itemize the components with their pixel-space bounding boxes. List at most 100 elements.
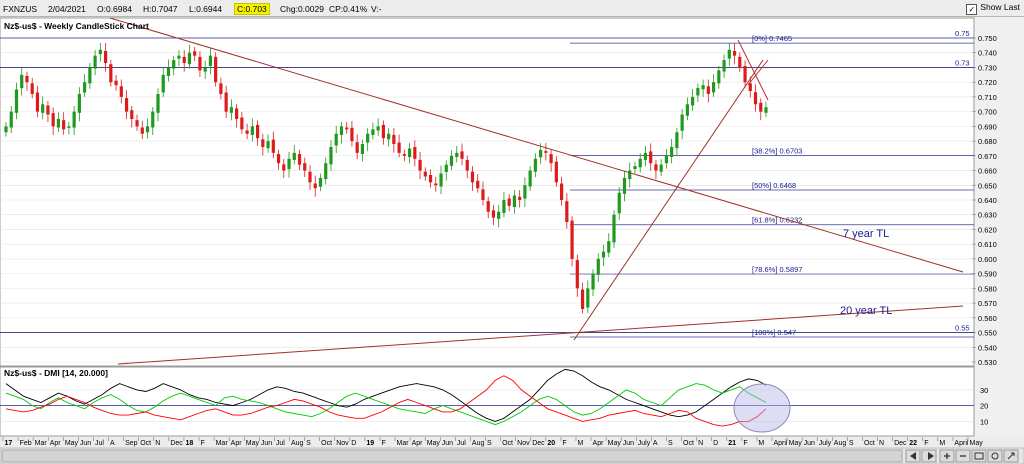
candle-body — [313, 183, 317, 189]
candle-body — [376, 126, 380, 131]
dmi-series-line-0 — [5, 368, 767, 422]
candle-body — [208, 55, 213, 66]
candle-body — [743, 65, 747, 83]
candle-body — [659, 164, 663, 172]
x-tick-label: Jul — [276, 440, 285, 447]
candle-body — [486, 201, 490, 212]
candle-body — [56, 119, 61, 128]
x-tick-label: Dec — [532, 440, 545, 447]
candle-body — [418, 159, 422, 171]
candle-body — [633, 166, 637, 170]
expand-icon[interactable] — [1003, 449, 1019, 463]
candle-body — [371, 129, 375, 135]
trendline-20-year — [117, 305, 964, 365]
candle-body — [119, 86, 123, 97]
dmi-panel — [0, 366, 975, 437]
x-tick-label: Jul — [457, 440, 466, 447]
x-tick-label: N — [698, 440, 703, 447]
fib-label: [61.8%] 0.6232 — [752, 216, 802, 225]
trendline-7-year — [109, 17, 964, 273]
candle-body — [559, 183, 564, 200]
x-tick-label: Nov — [336, 440, 349, 447]
candle-body — [523, 185, 527, 199]
candle-body — [407, 148, 412, 157]
candle-body — [292, 152, 296, 160]
candle-body — [156, 93, 160, 113]
x-tick-label: 18 — [185, 440, 193, 447]
trendlines — [109, 17, 964, 365]
zoom-in-icon[interactable] — [939, 449, 955, 463]
candle-body — [497, 211, 501, 219]
x-tick-label: Aug — [472, 440, 485, 447]
level-label: 0.55 — [955, 324, 970, 333]
candle-body — [465, 159, 469, 171]
x-tick-label: N — [155, 440, 160, 447]
zoom-out-icon[interactable] — [955, 449, 971, 463]
candle-body — [114, 80, 118, 86]
scrollbar-thumb[interactable] — [1, 449, 903, 463]
y-tick-label: 0.610 — [978, 240, 997, 249]
candle-body — [481, 189, 485, 200]
horizontal-levels: 0.75 0.73 0.55 — [0, 29, 974, 333]
candle-body — [533, 158, 537, 172]
show-last-toggle[interactable]: ✓ Show Last — [966, 2, 1020, 15]
checkbox-check-icon[interactable]: ✓ — [966, 4, 978, 15]
x-tick-label: Mar — [397, 440, 410, 447]
settings-icon[interactable] — [987, 449, 1003, 463]
wedge-upper — [737, 39, 769, 101]
x-tick-label: Mar — [216, 440, 229, 447]
x-tick-label: Jun — [80, 440, 91, 447]
dmi-y-tick-label: 20 — [980, 402, 988, 411]
fib-label: [0%] 0.7465 — [752, 34, 792, 43]
x-tick-label: F — [562, 440, 566, 447]
x-tick-label: A — [110, 440, 115, 447]
x-tick-label: Apr — [593, 440, 605, 447]
candle-body — [381, 124, 385, 139]
candle-body — [240, 117, 244, 130]
candle-body — [638, 158, 642, 168]
candle-body — [198, 56, 202, 71]
candle-body — [580, 289, 585, 309]
y-tick-label: 0.660 — [978, 167, 997, 176]
candle-body — [297, 154, 302, 165]
candle-body — [124, 98, 129, 112]
y-tick-label: 0.720 — [978, 78, 997, 87]
level-label: 0.75 — [955, 29, 970, 38]
scroll-left-icon[interactable] — [905, 449, 921, 463]
candle-body — [318, 177, 323, 187]
high-label: H:0.7047 — [143, 4, 178, 14]
scroll-right-icon[interactable] — [921, 449, 937, 463]
x-tick-label: M — [758, 440, 764, 447]
fit-icon[interactable] — [971, 449, 987, 463]
y-tick-label: 0.740 — [978, 49, 997, 58]
x-tick-label: Apr — [50, 440, 62, 447]
candle-body — [25, 75, 29, 83]
x-tick-label: Nov — [517, 440, 530, 447]
candle-body — [502, 200, 506, 213]
x-tick-label: Jun — [623, 440, 634, 447]
candle-body — [329, 146, 333, 165]
x-tick-label: Dec — [894, 440, 907, 447]
candle-body — [182, 56, 186, 64]
x-tick-label: Jun — [261, 440, 272, 447]
x-tick-label: Aug — [291, 440, 304, 447]
candle-body — [528, 170, 532, 187]
candle-body — [554, 161, 558, 183]
dmi-y-axis: 30 20 10 — [980, 386, 988, 427]
y-tick-label: 0.680 — [978, 137, 997, 146]
y-tick-label: 0.700 — [978, 108, 997, 117]
candle-body — [339, 126, 344, 135]
candle-body — [255, 124, 260, 139]
candle-body — [654, 164, 658, 171]
candle-body — [612, 214, 616, 243]
candle-body — [622, 177, 627, 194]
candle-body — [130, 110, 134, 119]
x-tick-label: 19 — [366, 440, 374, 447]
candle-body — [93, 55, 97, 69]
candle-body — [706, 86, 710, 94]
candle-body — [4, 126, 8, 133]
x-tick-label: April — [954, 440, 968, 447]
candle-body — [387, 133, 391, 140]
candle-body — [748, 83, 752, 92]
x-tick-label: Sep — [125, 440, 138, 447]
